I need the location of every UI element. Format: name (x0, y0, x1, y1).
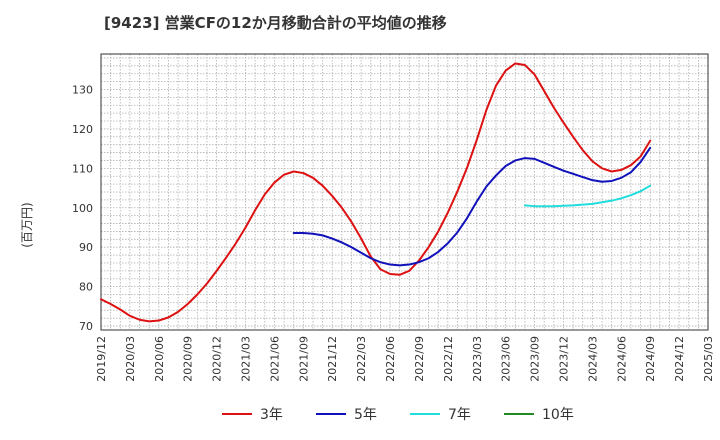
x-tick-label: 2021/06 (268, 336, 281, 382)
y-tick-label: 70 (79, 320, 93, 333)
x-tick-label: 2025/03 (702, 336, 715, 382)
x-tick-label: 2023/12 (557, 336, 570, 382)
series-line-5年 (292, 146, 652, 267)
series-line-7年 (523, 184, 652, 208)
x-tick-label: 2023/06 (500, 336, 513, 382)
x-tick-label: 2022/03 (355, 336, 368, 382)
x-tick-label: 2020/09 (182, 336, 195, 382)
x-tick-label: 2020/03 (124, 336, 137, 382)
legend-label-3年: 3年 (260, 407, 283, 423)
x-tick-label: 2021/12 (326, 336, 339, 382)
x-tick-label: 2024/12 (673, 336, 686, 382)
series-layer (100, 62, 652, 323)
x-tick-label: 2022/12 (442, 336, 455, 382)
x-tick-label: 2022/09 (413, 336, 426, 382)
y-tick-label: 120 (72, 123, 93, 136)
x-tick-label: 2020/12 (211, 336, 224, 382)
y-tick-label: 130 (72, 83, 93, 96)
y-tick-label: 110 (72, 162, 93, 175)
x-tick-label: 2023/09 (529, 336, 542, 382)
x-tick-label: 2021/09 (297, 336, 310, 382)
y-tick-label: 80 (79, 281, 93, 294)
x-tick-label: 2019/12 (95, 336, 108, 382)
grid-layer (100, 54, 709, 330)
legend-layer: 3年 5年 7年 10年 (222, 407, 574, 423)
legend-label-10年: 10年 (542, 407, 574, 423)
y-tick-label: 100 (72, 202, 93, 215)
plot-frame (100, 53, 709, 331)
series-line-3年 (100, 62, 652, 323)
legend-label-7年: 7年 (448, 407, 471, 423)
x-tick-label: 2022/06 (384, 336, 397, 382)
chart-title: [9423] 営業CFの12か月移動合計の平均値の推移 (104, 14, 447, 32)
legend-label-5年: 5年 (354, 407, 377, 423)
x-tick-label: 2021/03 (240, 336, 253, 382)
y-tick-label: 90 (79, 241, 93, 254)
x-tick-label: 2020/06 (153, 336, 166, 382)
x-tick-label: 2024/06 (615, 336, 628, 382)
tick-layer: 70 80 90 100 110 120 130 2019/12 2020/03 2020/06 2… (72, 83, 715, 381)
x-tick-label: 2024/03 (586, 336, 599, 382)
x-tick-label: 2023/03 (471, 336, 484, 382)
x-tick-label: 2024/09 (644, 336, 657, 382)
